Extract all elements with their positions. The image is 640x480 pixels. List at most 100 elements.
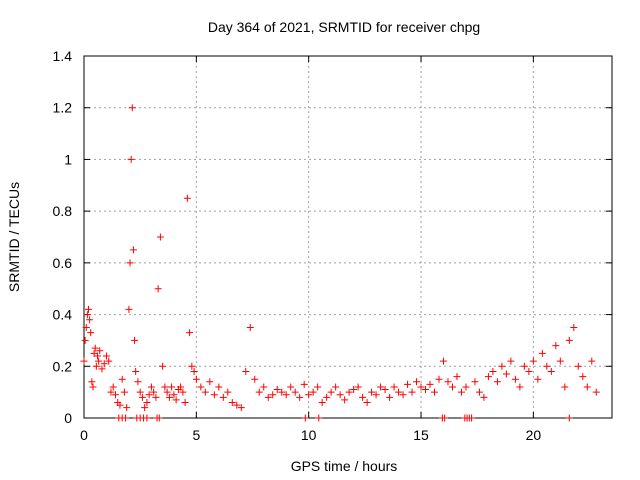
data-point bbox=[143, 398, 151, 406]
data-point bbox=[183, 194, 191, 202]
data-point bbox=[100, 360, 108, 368]
data-point bbox=[224, 388, 232, 396]
data-point bbox=[359, 393, 367, 401]
data-point bbox=[190, 367, 198, 375]
data-point bbox=[152, 393, 160, 401]
data-point bbox=[123, 404, 131, 412]
y-tick-label: 1.4 bbox=[53, 48, 73, 64]
x-tick-label: 15 bbox=[413, 427, 429, 443]
data-point bbox=[264, 393, 272, 401]
data-point bbox=[116, 401, 124, 409]
data-point bbox=[314, 383, 322, 391]
y-tick-labels: 0 0.2 0.4 0.6 0.8 1 1.2 1.4 bbox=[53, 48, 73, 426]
data-point-zero bbox=[143, 414, 151, 422]
data-point bbox=[592, 388, 600, 396]
data-point bbox=[251, 375, 259, 383]
data-point-zero bbox=[441, 414, 449, 422]
x-tick-label: 10 bbox=[301, 427, 317, 443]
data-point bbox=[547, 367, 555, 375]
data-point bbox=[305, 391, 313, 399]
data-point bbox=[136, 388, 144, 396]
data-point bbox=[210, 391, 218, 399]
data-point bbox=[170, 391, 178, 399]
data-point bbox=[228, 398, 236, 406]
data-point bbox=[561, 383, 569, 391]
data-point bbox=[336, 391, 344, 399]
data-point bbox=[89, 383, 97, 391]
y-tick-label: 0 bbox=[64, 410, 72, 426]
data-point bbox=[215, 383, 223, 391]
data-point bbox=[381, 386, 389, 394]
data-point bbox=[233, 401, 241, 409]
data-point-zero bbox=[301, 414, 309, 422]
data-point bbox=[296, 393, 304, 401]
data-point bbox=[390, 383, 398, 391]
data-point bbox=[120, 388, 128, 396]
data-point bbox=[95, 357, 103, 365]
data-point bbox=[134, 378, 142, 386]
data-point bbox=[150, 388, 158, 396]
data-point bbox=[192, 375, 200, 383]
data-point bbox=[363, 398, 371, 406]
data-point bbox=[480, 393, 488, 401]
data-point bbox=[323, 393, 331, 401]
data-point bbox=[145, 391, 153, 399]
y-tick-label: 0.8 bbox=[53, 203, 73, 219]
data-point bbox=[484, 373, 492, 381]
data-point bbox=[462, 383, 470, 391]
chart-title: Day 364 of 2021, SRMTID for receiver chp… bbox=[208, 19, 480, 35]
data-point bbox=[435, 375, 443, 383]
data-point bbox=[132, 367, 140, 375]
data-point bbox=[372, 391, 380, 399]
plot-frame bbox=[83, 55, 613, 419]
y-tick-label: 0.2 bbox=[53, 358, 73, 374]
data-point bbox=[81, 336, 89, 344]
data-point bbox=[453, 373, 461, 381]
data-point bbox=[543, 362, 551, 370]
data-point bbox=[109, 383, 117, 391]
data-point bbox=[269, 391, 277, 399]
data-point bbox=[177, 383, 185, 391]
data-point bbox=[538, 349, 546, 357]
data-point-zero bbox=[122, 414, 130, 422]
data-point bbox=[457, 388, 465, 396]
data-point bbox=[88, 378, 96, 386]
y-tick-label: 1.2 bbox=[53, 100, 73, 116]
data-point bbox=[111, 391, 119, 399]
data-point bbox=[80, 357, 88, 365]
data-point bbox=[197, 383, 205, 391]
data-point bbox=[471, 378, 479, 386]
data-point bbox=[107, 388, 115, 396]
y-tick-label: 0.6 bbox=[53, 255, 73, 271]
data-point bbox=[129, 246, 137, 254]
data-point bbox=[583, 383, 591, 391]
data-point bbox=[126, 259, 134, 267]
x-axis-label: GPS time / hours bbox=[291, 458, 398, 474]
data-point bbox=[83, 311, 91, 319]
data-point bbox=[125, 305, 133, 313]
data-point bbox=[86, 316, 94, 324]
data-point bbox=[179, 388, 187, 396]
data-point bbox=[159, 362, 167, 370]
data-point bbox=[350, 386, 358, 394]
x-tick-labels: 0 5 10 15 20 bbox=[80, 427, 541, 443]
data-point bbox=[395, 388, 403, 396]
data-point bbox=[309, 388, 317, 396]
data-point bbox=[165, 393, 173, 401]
data-point bbox=[138, 393, 146, 401]
data-point bbox=[287, 383, 295, 391]
data-point bbox=[525, 367, 533, 375]
data-point bbox=[552, 342, 560, 350]
data-point bbox=[377, 383, 385, 391]
data-point bbox=[431, 388, 439, 396]
data-point bbox=[168, 383, 176, 391]
data-point bbox=[516, 383, 524, 391]
data-point bbox=[242, 367, 250, 375]
data-point bbox=[141, 404, 149, 412]
data-point bbox=[579, 373, 587, 381]
data-point bbox=[188, 362, 196, 370]
data-point bbox=[507, 357, 515, 365]
data-point bbox=[502, 370, 510, 378]
data-point bbox=[368, 388, 376, 396]
